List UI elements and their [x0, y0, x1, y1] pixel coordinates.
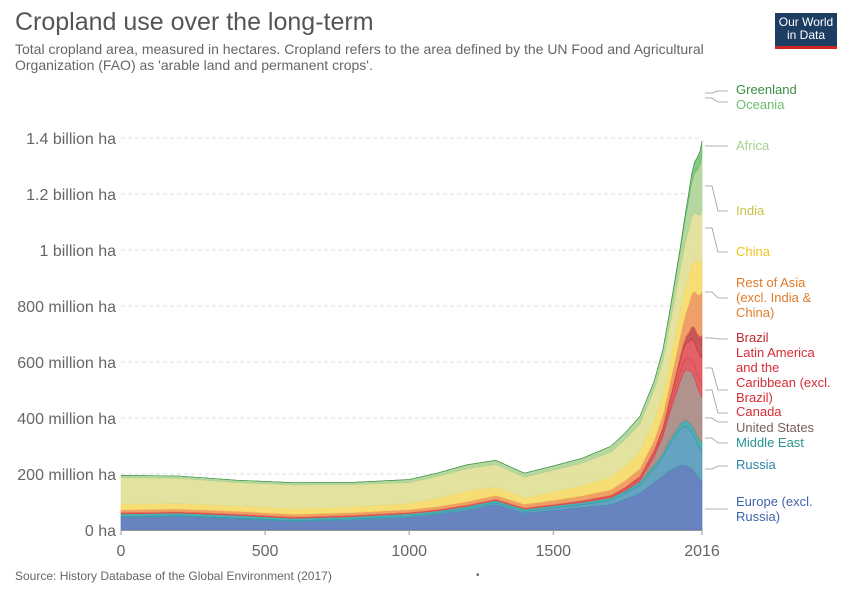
area-series[interactable] — [120, 140, 703, 484]
area-series[interactable] — [120, 210, 703, 510]
y-tick-label: 0 ha — [85, 523, 116, 540]
legend-label-text: China) — [736, 305, 774, 320]
chart-subtitle: Total cropland area, measured in hectare… — [15, 41, 704, 73]
owid-logo[interactable]: Our World in Data — [775, 13, 837, 49]
legend-label-text: Canada — [736, 404, 782, 419]
legend-leader-line — [705, 367, 728, 391]
legend-label[interactable]: China — [705, 227, 771, 259]
area-series[interactable] — [120, 258, 703, 515]
legend-leader-line — [705, 417, 728, 423]
y-gridlines — [121, 137, 702, 475]
legend-label[interactable]: United States — [705, 417, 815, 435]
legend-label-text: Caribbean (excl. — [736, 375, 831, 390]
area-series[interactable] — [120, 140, 703, 531]
y-tick-label: 200 million ha — [17, 467, 116, 484]
legend-label[interactable]: Europe (excl.Russia) — [705, 494, 813, 524]
legend-label-text: Europe (excl. — [736, 494, 813, 509]
y-tick-label: 1.2 billion ha — [26, 187, 116, 204]
legend-leader-line — [705, 97, 728, 103]
legend-label-text: Africa — [736, 138, 770, 153]
footer-dot: • — [476, 570, 480, 581]
legend-leader-line — [705, 227, 728, 253]
legend-label-text: Brazil — [736, 330, 769, 345]
y-tick-label: 800 million ha — [17, 299, 116, 316]
x-tick-label: 1000 — [391, 543, 427, 560]
legend-label-text: Russia — [736, 457, 777, 472]
legend-label[interactable]: Greenland — [705, 82, 797, 97]
area-series[interactable] — [120, 140, 703, 484]
legend-label[interactable]: Canada — [705, 389, 782, 419]
legend-label-text: Greenland — [736, 82, 797, 97]
logo-line-2: in Data — [786, 28, 826, 42]
x-tick-label: 1500 — [535, 543, 571, 560]
legend-label[interactable]: Russia — [705, 457, 777, 472]
source-note[interactable]: Source: History Database of the Global E… — [15, 569, 332, 583]
legend-leader-line — [705, 90, 728, 94]
x-tick-label: 2016 — [684, 543, 720, 560]
legend-label[interactable]: Rest of Asia(excl. India &China) — [705, 275, 811, 320]
legend-label-text: (excl. India & — [736, 290, 811, 305]
legend-label-text: Oceania — [736, 97, 785, 112]
legend-label[interactable]: Africa — [705, 138, 770, 153]
legend-label-text: Russia) — [736, 509, 780, 524]
x-axis: 0 500 1000 1500 2016 — [117, 530, 720, 560]
x-tick-label: 500 — [252, 543, 279, 560]
legend-label-text: India — [736, 203, 765, 218]
legend-label-text: United States — [736, 420, 815, 435]
legend-label-text: Rest of Asia — [736, 275, 806, 290]
legend-leader-line — [705, 437, 728, 444]
legend-label[interactable]: Middle East — [705, 435, 804, 450]
legend-label[interactable]: India — [705, 185, 765, 218]
legend-leader-line — [705, 389, 728, 414]
y-tick-label: 1 billion ha — [40, 243, 117, 260]
legend-leader-line — [705, 337, 728, 340]
legend-label[interactable]: Oceania — [705, 97, 785, 112]
chart-title: Cropland use over the long-term — [15, 8, 374, 36]
y-tick-label: 400 million ha — [17, 411, 116, 428]
y-tick-label: 600 million ha — [17, 355, 116, 372]
legend-label-text: China — [736, 244, 771, 259]
legend-leader-line — [705, 185, 728, 212]
logo-line-1: Our World — [778, 15, 834, 29]
legend-leader-line — [705, 291, 728, 299]
legend-label-text: Middle East — [736, 435, 804, 450]
legend-label-text: and the — [736, 360, 779, 375]
legend-label[interactable]: Brazil — [705, 330, 769, 345]
y-tick-label: 1.4 billion ha — [26, 131, 116, 148]
legend-label-text: Brazil) — [736, 390, 773, 405]
x-tick-label: 0 — [117, 543, 126, 560]
legend-label-text: Latin America — [736, 345, 816, 360]
y-axis-tick-labels: 0 ha 200 million ha 400 million ha 600 mill… — [17, 131, 116, 540]
area-series[interactable] — [120, 154, 703, 486]
legend-leader-line — [705, 465, 728, 470]
